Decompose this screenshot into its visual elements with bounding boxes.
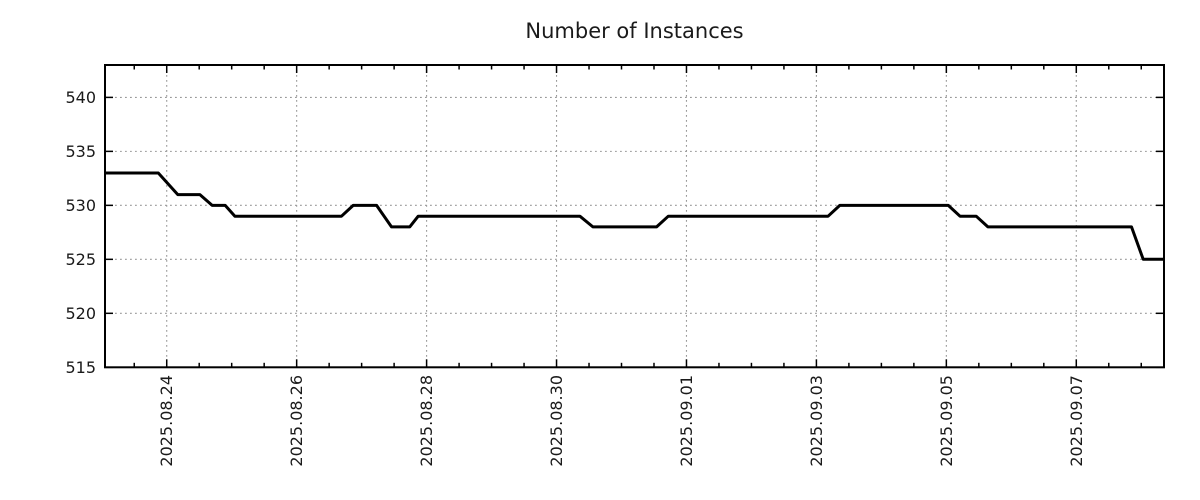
y-tick-label: 530 [65,196,96,215]
chart-title: Number of Instances [525,19,743,43]
y-tick-label: 540 [65,88,96,107]
x-tick-label: 2025.09.01 [677,375,696,467]
y-tick-label: 520 [65,304,96,323]
x-tick-label: 2025.09.03 [807,375,826,467]
x-tick-label: 2025.09.07 [1067,375,1086,467]
y-tick-label: 515 [65,358,96,377]
x-tick-label: 2025.08.30 [547,375,566,467]
y-tick-label: 525 [65,250,96,269]
x-tick-label: 2025.08.26 [287,375,306,467]
x-tick-label: 2025.08.24 [157,375,176,467]
y-tick-label: 535 [65,142,96,161]
x-tick-label: 2025.09.05 [937,375,956,467]
series-line-instances [105,171,1164,261]
x-tick-label: 2025.08.28 [417,375,436,467]
plot-border [104,64,1165,369]
